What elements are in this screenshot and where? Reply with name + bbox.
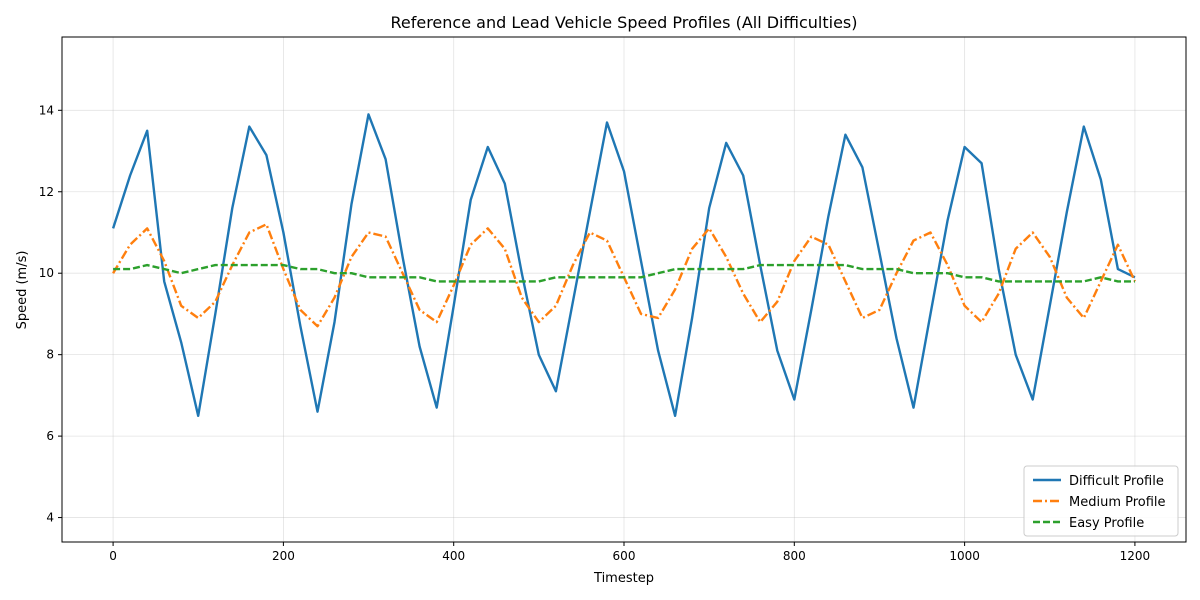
grid (62, 37, 1186, 542)
x-axis-label: Timestep (593, 571, 654, 586)
x-tick-label: 200 (272, 549, 295, 563)
legend-box (1023, 465, 1179, 537)
y-tick-label: 14 (39, 103, 54, 117)
legend-label: Easy Profile (1069, 516, 1144, 531)
y-tick-label: 6 (46, 429, 54, 443)
chart-title: Reference and Lead Vehicle Speed Profile… (390, 13, 857, 32)
y-tick-label: 12 (39, 185, 54, 199)
y-tick-label: 10 (39, 266, 54, 280)
y-tick-label: 8 (46, 348, 54, 362)
x-tick-label: 800 (783, 549, 806, 563)
legend-label: Difficult Profile (1069, 474, 1164, 489)
x-tick-label: 1200 (1120, 549, 1151, 563)
series-line-difficult-profile (111, 113, 1136, 417)
x-tick-label: 0 (109, 549, 117, 563)
y-tick-label: 4 (46, 511, 54, 525)
legend-label: Medium Profile (1069, 495, 1166, 510)
x-tick-label: 1000 (949, 549, 980, 563)
legend: Difficult Profile Medium Profile Easy Prof… (1023, 465, 1179, 537)
series-line-easy-profile (113, 263, 1135, 283)
x-tick-label: 400 (442, 549, 465, 563)
series-lines (111, 113, 1136, 417)
axis-ticks: 0 200 400 600 800 1000 1200 4 6 8 10 12 14 (39, 103, 1150, 563)
x-tick-label: 600 (613, 549, 636, 563)
y-axis-label: Speed (m/s) (15, 251, 30, 330)
